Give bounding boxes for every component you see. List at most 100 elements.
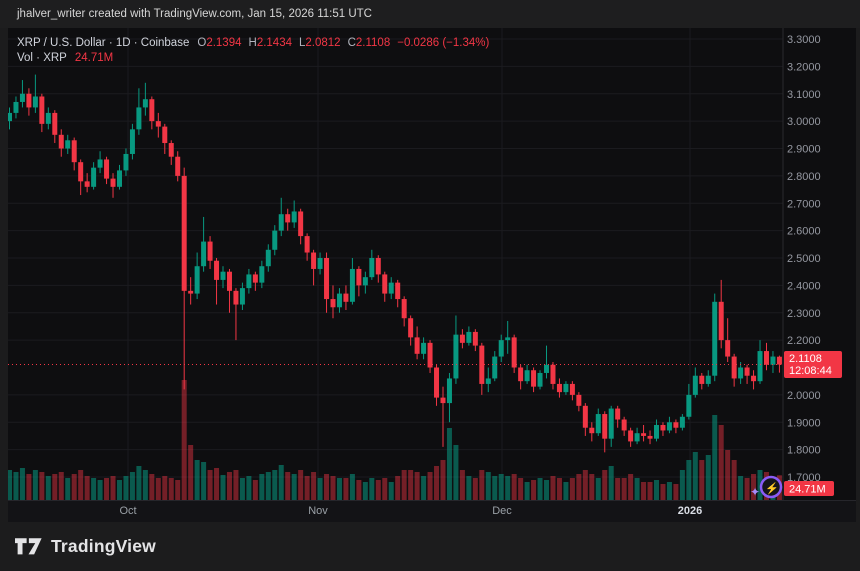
candle-body: [466, 331, 472, 343]
candle-body: [246, 274, 252, 289]
volume-bar: [751, 474, 757, 500]
volume-bar: [8, 470, 12, 500]
candle-body: [738, 367, 744, 379]
candle-body: [285, 214, 291, 223]
candle-body: [518, 367, 524, 382]
volume-bar: [712, 415, 718, 500]
candle-body: [679, 416, 685, 428]
candle-body: [291, 211, 297, 223]
volume-bar: [699, 460, 705, 500]
volume-bar: [369, 478, 375, 500]
candle-body: [52, 112, 58, 135]
candle-body: [763, 351, 769, 365]
volume-bar: [679, 470, 685, 500]
volume-bar: [362, 482, 368, 500]
volume-bar: [408, 470, 414, 500]
volume-bar: [569, 478, 575, 500]
candle-body: [634, 433, 640, 442]
price-axis-label: 2.4000: [787, 280, 821, 292]
candle-body: [776, 356, 782, 365]
volume-bar: [731, 460, 737, 500]
candle-body: [556, 383, 562, 393]
volume-bar: [110, 476, 116, 500]
candle-body: [123, 153, 129, 171]
candle-body: [453, 334, 459, 379]
candle-body: [705, 375, 711, 384]
candle-body: [641, 433, 647, 436]
volume-bar: [19, 468, 25, 500]
volume-bar: [634, 478, 640, 500]
volume-bar: [252, 480, 258, 500]
candle-body: [524, 370, 530, 382]
candle-body: [647, 435, 653, 439]
candle-body: [414, 337, 420, 354]
volume-bar: [686, 460, 692, 500]
candle-body: [388, 282, 394, 294]
candle-body: [576, 394, 582, 406]
volume-bar: [311, 472, 317, 500]
candle-body: [194, 266, 200, 294]
candle-body: [582, 405, 588, 428]
candle-body: [602, 414, 608, 439]
volume-bar: [32, 470, 38, 500]
candle-body: [531, 370, 537, 387]
volume-bar: [356, 480, 362, 500]
candle-body: [459, 334, 465, 343]
bar-countdown: 12:08:44: [789, 365, 832, 377]
volume-bar: [744, 478, 750, 500]
volume-bar: [343, 478, 349, 500]
ohlc-low: L2.0812: [299, 36, 341, 49]
volume-bar: [427, 472, 433, 500]
volume-bar: [336, 478, 342, 500]
volume-bar: [26, 474, 32, 500]
candle-body: [343, 293, 349, 302]
candle-body: [272, 230, 278, 250]
volume-bar: [556, 478, 562, 500]
candle-body: [757, 351, 763, 382]
attribution-text: jhalver_writer created with TradingView.…: [17, 8, 372, 20]
candle-body: [220, 271, 226, 280]
time-axis-label: Oct: [119, 505, 137, 517]
candle-body: [233, 290, 239, 305]
candle-body: [382, 274, 388, 294]
candle-body: [537, 372, 543, 387]
volume-bar: [149, 474, 155, 500]
volume-bar: [13, 472, 19, 500]
volume-bar: [738, 476, 744, 500]
chart-pane[interactable]: 3.3000 3.2000 3.1000 3.0000 2.9000 2.8000 2.70…: [8, 28, 856, 522]
candle-body: [434, 367, 440, 398]
candle-body: [673, 422, 679, 428]
candlestick-chart[interactable]: 3.3000 3.2000 3.1000 3.0000 2.9000 2.8000 2.70…: [8, 28, 856, 500]
candle-body: [349, 268, 355, 302]
candle-body: [492, 356, 498, 379]
candle-body: [666, 422, 672, 431]
volume-bar: [485, 472, 491, 500]
volume-bar: [666, 482, 672, 500]
volume-label[interactable]: Vol · XRP: [17, 51, 67, 64]
candle-body: [26, 93, 32, 108]
price-axis-label: 3.1000: [787, 89, 821, 101]
symbol-title[interactable]: XRP / U.S. Dollar · 1D · Coinbase: [17, 36, 190, 49]
candle-body: [136, 107, 142, 130]
volume-bar: [291, 474, 297, 500]
volume-bar: [181, 380, 187, 500]
volume-badge: [784, 481, 834, 496]
tradingview-logo[interactable]: TradingView: [15, 536, 156, 557]
volume-bar: [401, 470, 407, 500]
candle-body: [39, 96, 45, 124]
time-axis[interactable]: Oct Nov Dec 2026: [8, 500, 856, 522]
boost-icon[interactable]: [759, 475, 783, 499]
volume-bar: [718, 425, 724, 500]
volume-bar: [155, 478, 161, 500]
price-axis-label: 2.7000: [787, 198, 821, 210]
candle-body: [550, 364, 556, 384]
volume-bar: [531, 480, 537, 500]
volume-bar: [207, 470, 213, 500]
candle-body: [104, 159, 110, 179]
candle-body: [162, 126, 168, 144]
candle-body: [84, 181, 90, 187]
footer: TradingView: [0, 522, 860, 571]
candle-body: [692, 375, 698, 395]
volume-bar: [246, 476, 252, 500]
volume-bar: [220, 475, 226, 500]
